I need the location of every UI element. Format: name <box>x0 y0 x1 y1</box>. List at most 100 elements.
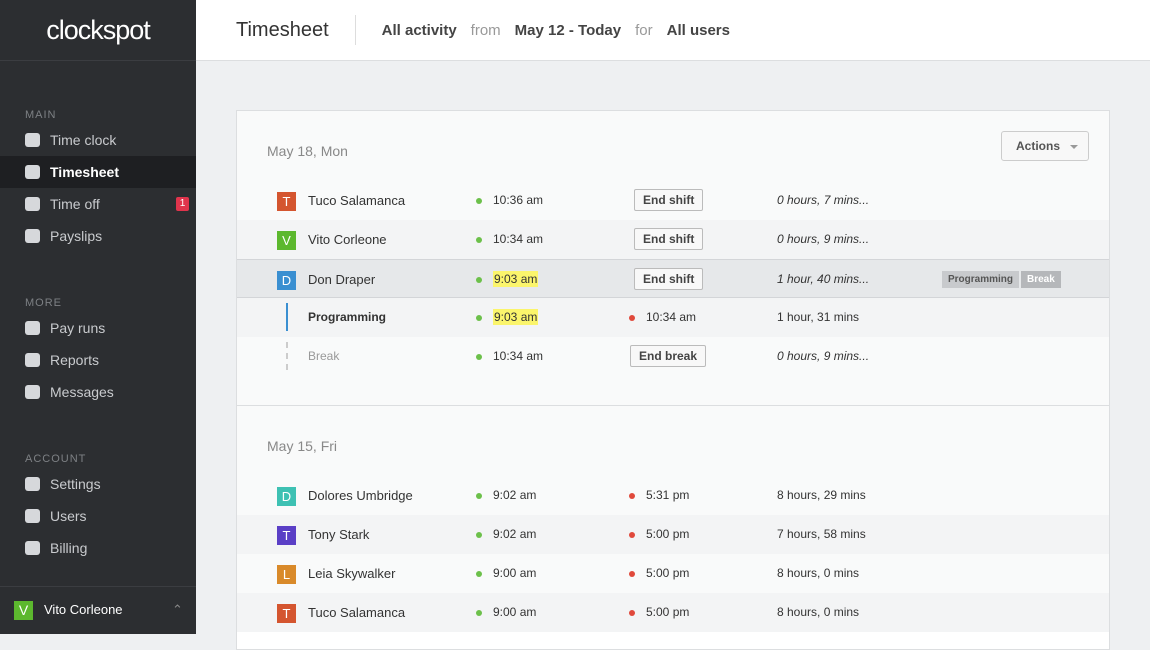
nav-item[interactable]: Users <box>0 500 196 532</box>
avatar: L <box>277 565 296 584</box>
nav-icon <box>25 541 40 555</box>
nav-label: Settings <box>50 476 101 492</box>
end-dot <box>629 493 635 499</box>
section-title: MORE <box>25 297 62 309</box>
range[interactable]: May 12 - Today <box>514 21 622 39</box>
duration: 1 hour, 31 mins <box>777 310 860 324</box>
nav-item[interactable]: Payslips <box>0 220 196 252</box>
timesheet-row[interactable]: T Tuco Salamanca 9:00 am 5:00 pm 8 hours, 0 … <box>237 593 1109 632</box>
timesheet-row[interactable]: V Vito Corleone 10:34 am End shift 0 hours, … <box>237 220 1109 259</box>
nav-icon <box>25 165 40 179</box>
day-date: May 15, Fri <box>267 438 338 454</box>
from-label: from <box>470 21 501 39</box>
end-dot <box>629 571 635 577</box>
employee-name[interactable]: Vito Corleone <box>308 232 387 247</box>
end-button[interactable]: End shift <box>634 189 704 211</box>
nav-icon <box>25 353 40 367</box>
start-dot <box>476 237 482 243</box>
nav-label: Billing <box>50 540 88 556</box>
employee-name[interactable]: Tuco Salamanca <box>308 193 406 208</box>
duration: 8 hours, 0 mins <box>777 566 860 580</box>
duration: 0 hours, 9 mins... <box>777 349 870 363</box>
end-button[interactable]: End break <box>630 345 707 367</box>
employee-name[interactable]: Tony Stark <box>308 527 370 542</box>
logo[interactable]: clockspot <box>0 0 196 61</box>
timesheet-row[interactable]: L Leia Skywalker 9:00 am 5:00 pm 8 hours, 0 … <box>237 554 1109 593</box>
entry-name: Break <box>308 349 340 363</box>
start-time: 10:36 am <box>493 181 543 220</box>
nav-item[interactable]: Time off 1 <box>0 188 196 220</box>
start-dot <box>476 315 482 321</box>
end-button[interactable]: End shift <box>634 268 704 290</box>
nav-item[interactable]: Pay runs <box>0 312 196 344</box>
employee-name[interactable]: Dolores Umbridge <box>308 488 413 503</box>
nav-icon <box>25 385 40 399</box>
user-avatar: V <box>14 601 33 620</box>
avatar: T <box>277 604 296 623</box>
nav-label: Reports <box>50 352 100 368</box>
timesheet-row[interactable]: T Tuco Salamanca 10:36 am End shift 0 hours,… <box>237 181 1109 220</box>
filter[interactable]: All activity <box>381 21 457 39</box>
nav-label: Timesheet <box>50 164 119 180</box>
entry-row[interactable]: Break 10:34 am End break 0 hours, 9 mins... <box>237 337 1109 376</box>
sidebar: clockspot MAIN Time clock Timesheet Time of… <box>0 0 196 634</box>
start-time: 9:03 am <box>493 298 539 337</box>
time: 10:34 am <box>493 232 544 246</box>
timesheet-row[interactable]: T Tony Stark 9:02 am 5:00 pm 7 hours, 58 min… <box>237 515 1109 554</box>
avatar: D <box>277 487 296 506</box>
end-time: 5:00 pm <box>646 605 690 619</box>
day-date: May 18, Mon <box>267 143 348 159</box>
start-time: 10:34 am <box>493 220 543 259</box>
entry-name: Programming <box>308 310 387 324</box>
days: May 18, Mon T Tuco Salamanca 10:36 am End sh… <box>237 111 1109 632</box>
for-label: for <box>635 21 653 39</box>
nav-icon <box>25 509 40 523</box>
header: Timesheet All activity from May 12 - Tod… <box>196 0 1150 61</box>
users-filter[interactable]: All users <box>666 21 730 39</box>
nav-item[interactable]: Timesheet <box>0 156 196 188</box>
tag[interactable]: Programming <box>942 271 1020 288</box>
avatar: T <box>277 526 296 545</box>
nav-item[interactable]: Settings <box>0 468 196 500</box>
actions-button[interactable]: Actions <box>1000 131 1089 161</box>
duration: 7 hours, 58 mins <box>777 527 866 541</box>
avatar: V <box>277 231 296 250</box>
user-menu[interactable]: V Vito Corleone ⌃ <box>0 586 196 634</box>
caret: ⌃ <box>172 602 183 617</box>
timesheet-row[interactable]: D Don Draper 9:03 am End shift 1 hour, 40 mi… <box>237 259 1109 298</box>
time: 9:03 am <box>493 309 539 325</box>
time: 9:02 am <box>493 527 537 541</box>
user-name: Vito Corleone <box>44 602 123 617</box>
section-gap <box>237 376 1109 406</box>
start-dot <box>476 532 482 538</box>
avatar: T <box>277 192 296 211</box>
end-dot <box>629 610 635 616</box>
nav-item[interactable]: Reports <box>0 344 196 376</box>
entry-row[interactable]: Programming 9:03 am 10:34 am 1 hour, 31 min… <box>237 298 1109 337</box>
employee-name[interactable]: Leia Skywalker <box>308 566 396 581</box>
duration: 8 hours, 0 mins <box>777 605 860 619</box>
employee-name[interactable]: Tuco Salamanca <box>308 605 406 620</box>
nav-label: Messages <box>50 384 114 400</box>
employee-name[interactable]: Don Draper <box>308 272 376 287</box>
nav-item[interactable]: Billing <box>0 532 196 564</box>
nav-item[interactable]: Time clock <box>0 124 196 156</box>
end-time: 5:00 pm <box>646 527 690 541</box>
end-button[interactable]: End shift <box>634 228 704 250</box>
nav-icon <box>25 321 40 335</box>
start-dot <box>476 354 482 360</box>
nav-item[interactable]: Messages <box>0 376 196 408</box>
start-dot <box>476 493 482 499</box>
day-section: May 15, Fri D Dolores Umbridge 9:02 am 5:31 … <box>237 406 1109 632</box>
tag[interactable]: Break <box>1021 271 1061 288</box>
timesheet-row[interactable]: D Dolores Umbridge 9:02 am 5:31 pm 8 hours, … <box>237 476 1109 515</box>
day-section: May 18, Mon T Tuco Salamanca 10:36 am End sh… <box>237 111 1109 406</box>
start-dot <box>476 198 482 204</box>
nav-icon <box>25 133 40 147</box>
section-title: MAIN <box>25 109 57 121</box>
duration: 8 hours, 29 mins <box>777 488 866 502</box>
duration: 0 hours, 7 mins... <box>777 193 870 207</box>
entry-line <box>286 303 288 331</box>
nav-label: Payslips <box>50 228 103 244</box>
